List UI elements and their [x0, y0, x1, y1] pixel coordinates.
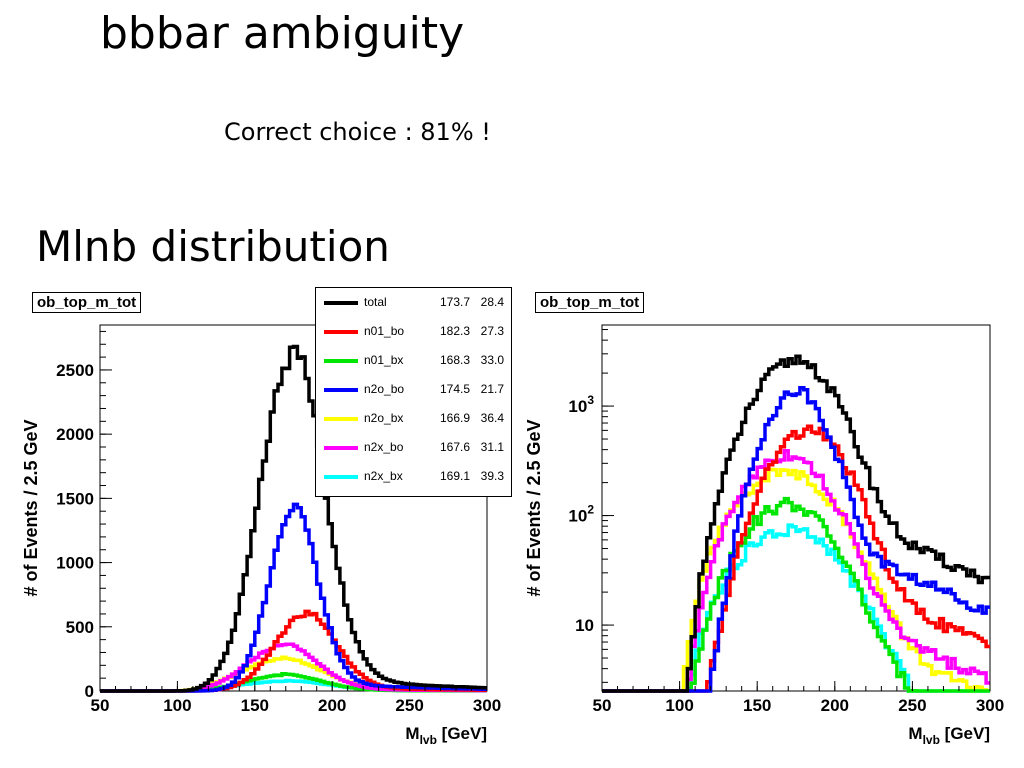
legend-swatch [324, 359, 358, 363]
legend-swatch [324, 475, 358, 479]
legend-row-n01_bo: n01_bo 182.3 27.3 [316, 323, 511, 343]
y-tick-label: 2500 [56, 361, 94, 380]
legend-series-name: n2o_bx [364, 411, 404, 425]
plot-frame [99, 324, 488, 692]
legend-series-name: n2x_bo [364, 440, 404, 454]
x-tick-label: 200 [318, 696, 346, 715]
legend-row-n2x_bx: n2x_bx 169.1 39.3 [316, 468, 511, 488]
y-tick-label: 1500 [56, 489, 94, 508]
legend-series-name: n01_bo [364, 324, 405, 338]
y-tick-label: 500 [66, 618, 94, 637]
x-tick-label: 50 [91, 696, 110, 715]
y-tick-label: 1000 [56, 554, 94, 573]
legend-swatch [324, 388, 358, 392]
legend-series-name: n2x_bx [364, 469, 403, 483]
x-axis-label: Mlvb [GeV] [405, 724, 487, 747]
legend-row-n2x_bo: n2x_bo 167.6 31.1 [316, 439, 511, 459]
legend-row-n2o_bx: n2o_bx 166.9 36.4 [316, 410, 511, 430]
y-tick-label: 0 [85, 682, 94, 701]
legend-rms: 31.1 [480, 440, 504, 454]
legend-rms: 33.0 [480, 353, 504, 367]
y-axis-label: # of Events / 2.5 GeV [21, 419, 41, 596]
legend-rms: 27.3 [480, 324, 504, 338]
section-title: Mlnb distribution [36, 222, 390, 271]
series-line-n2o_bo [100, 502, 487, 693]
legend-row-n2o_bo: n2o_bo 174.5 21.7 [316, 381, 511, 401]
legend-rms: 39.3 [480, 469, 504, 483]
x-label-unit: [GeV] [437, 724, 487, 743]
legend-row-total: total 173.7 28.4 [316, 294, 511, 314]
legend-mean: 173.7 [439, 295, 470, 309]
legend-mean: 167.6 [439, 440, 470, 454]
left-plot-label: ob_top_m_tot [32, 292, 142, 313]
x-tick-label: 100 [163, 696, 191, 715]
legend-mean: 169.1 [439, 469, 470, 483]
legend-mean: 174.5 [439, 382, 470, 396]
series-line-n01_bo [100, 609, 487, 693]
legend-rms: 28.4 [480, 295, 504, 309]
slide-title: bbbar ambiguity [100, 8, 465, 59]
legend: total 173.7 28.4 n01_bo 182.3 27.3 n01_bx 168.3… [315, 287, 512, 497]
legend-swatch [324, 446, 358, 450]
series-line-total [100, 344, 487, 693]
legend-mean: 166.9 [439, 411, 470, 425]
legend-series-name: total [364, 295, 387, 309]
legend-mean: 168.3 [439, 353, 470, 367]
legend-series-name: n01_bx [364, 353, 404, 367]
legend-swatch [324, 417, 358, 421]
y-tick-label: 2000 [56, 425, 94, 444]
x-tick-label: 150 [241, 696, 269, 715]
legend-rms: 21.7 [480, 382, 504, 396]
legend-rms: 36.4 [480, 411, 504, 425]
right-plot-label: ob_top_m_tot [535, 292, 645, 313]
legend-series-name: n2o_bo [364, 382, 405, 396]
x-tick-label: 250 [395, 696, 423, 715]
legend-row-n01_bx: n01_bx 168.3 33.0 [316, 352, 511, 372]
x-label-main: M [405, 724, 419, 743]
subtitle: Correct choice : 81% ! [224, 118, 491, 146]
legend-mean: 182.3 [439, 324, 470, 338]
x-tick-label: 300 [473, 696, 501, 715]
legend-swatch [324, 301, 358, 305]
legend-swatch [324, 330, 358, 334]
x-label-subscript: lvb [420, 733, 437, 747]
